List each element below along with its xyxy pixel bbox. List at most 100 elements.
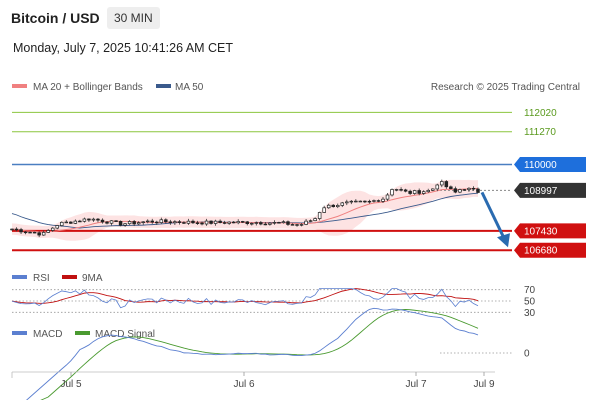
candle-body [349,200,354,203]
level-label-112020: 112020 [524,108,557,119]
candle-body [449,186,453,190]
candle-body [37,232,41,236]
forecast-arrow [480,191,510,248]
candle-body [96,218,100,221]
candle-body [476,188,480,193]
candle-body [168,221,173,224]
candle-body [118,221,123,226]
candle-body [277,222,281,224]
candle-body [345,201,349,204]
research-credit: Research © 2025 Trading Central [431,82,580,93]
candle-body [10,228,14,231]
macd-panel: 0 [26,307,530,400]
rsi-line [11,288,479,309]
candle-body [462,189,467,191]
candle-body [254,222,259,224]
candle-body [64,221,69,224]
candle-body [132,221,136,225]
candle-body [164,219,168,223]
candle-body [109,220,114,224]
candle-body [200,222,204,225]
candlesticks [10,179,480,238]
ma20-line [11,187,479,233]
candle-body [372,200,376,202]
candle-body [335,205,340,208]
candle-body [394,189,399,191]
candle-body [259,222,263,225]
rsi-tick-label: 50 [524,297,536,308]
level-label-108997: 108997 [524,186,558,197]
level-label-106680: 106680 [524,246,558,257]
candle-body [440,181,444,186]
candle-body [399,189,403,191]
x-tick-label: Jul 7 [405,379,427,390]
candle-body [304,220,308,225]
candle-body [145,220,150,223]
candle-body [91,218,96,221]
timeframe-badge[interactable]: 30 MIN [107,7,160,29]
candle-body [87,218,91,221]
macd-legend-swatch [12,331,27,335]
candle-body [340,202,345,206]
candle-body [421,191,426,194]
rsi-tick-label: 70 [524,285,536,296]
candle-body [23,231,28,234]
candle-body [19,229,23,233]
level-tag-106680 [514,242,586,258]
candle-body [408,190,412,194]
candle-body [263,223,268,226]
ma50-legend-swatch [156,84,171,88]
candle-body [272,222,277,224]
chart-datetime: Monday, July 7, 2025 10:41:26 AM CET [13,41,234,55]
candle-body [268,222,272,225]
candle-body [467,187,471,190]
candle-body [191,220,195,224]
level-label-111270: 111270 [524,127,556,138]
chart-title: Bitcoin / USD [11,10,100,26]
candle-body [363,200,367,203]
candle-body [317,212,322,219]
candle-body [32,231,37,234]
candle-body [286,221,290,225]
candle-body [308,220,313,222]
rsi-ma-legend-label: 9MA [82,273,103,284]
candle-body [322,207,326,213]
candle-body [231,221,236,224]
candle-body [426,190,430,193]
macd-signal-legend-label: MACD Signal [95,329,155,340]
level-tag-108997 [514,182,586,198]
candle-body [367,200,372,203]
ma20-legend-swatch [12,84,27,88]
candle-body [127,221,132,225]
candle-body [14,228,19,231]
forecast-arrow-head [497,233,510,248]
candle-body [195,222,200,224]
macd-signal-legend-swatch [75,331,90,335]
candle-body [281,221,286,224]
candle-body [46,230,50,233]
level-label-110000: 110000 [524,160,557,171]
forecast-arrow-shaft [480,191,507,241]
candle-body [213,220,218,224]
candle-body [245,221,250,225]
candle-body [50,227,55,231]
price-labels: 112020 111270 110000 108997 107430 106680 [514,108,586,258]
rsi-legend-swatch [12,275,27,279]
level-label-107430: 107430 [524,226,558,237]
candle-body [299,224,304,226]
candle-body [55,225,59,229]
candle-body [177,221,182,223]
candle-body [209,220,213,224]
candle-body [458,189,462,193]
candle-body [182,222,186,224]
candle-body [186,220,191,224]
macd-legend-label: MACD [33,329,62,340]
candle-body [453,188,458,193]
candle-body [250,222,254,225]
x-tick-label: Jul 9 [473,379,495,390]
candle-body [385,194,390,200]
candle-body [390,189,394,196]
candle-body [326,204,331,209]
